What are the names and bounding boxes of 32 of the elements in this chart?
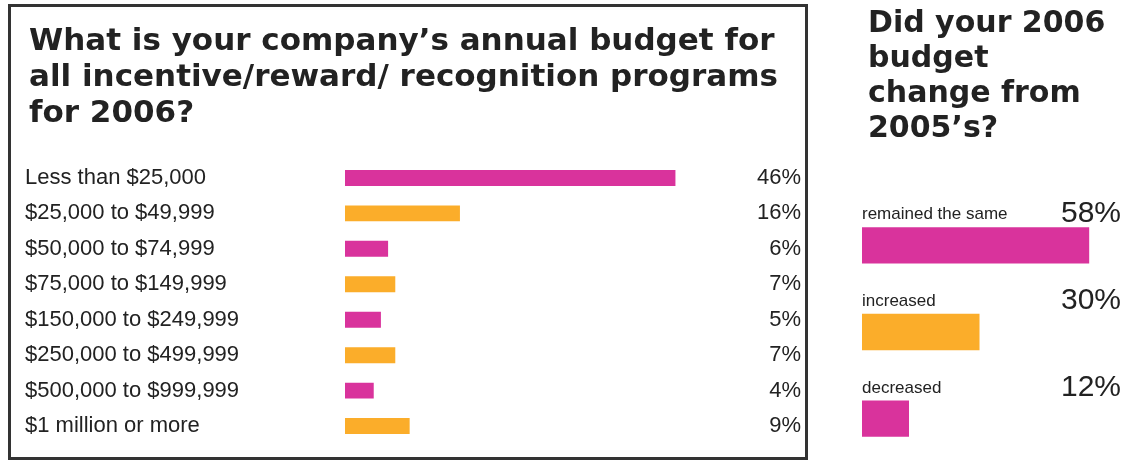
data-label: 9% bbox=[769, 412, 801, 438]
bar bbox=[345, 169, 676, 186]
y-tick-label: decreased bbox=[862, 377, 942, 397]
data-label: 16% bbox=[756, 199, 801, 225]
y-tick-label: $25,000 to $49,999 bbox=[25, 199, 215, 225]
y-tick-label: $1 million or more bbox=[25, 412, 200, 438]
bar bbox=[345, 205, 460, 222]
bar bbox=[345, 240, 389, 257]
data-label: 6% bbox=[769, 234, 801, 260]
chart-title: Did your 2006 budget change from 2005’s? bbox=[867, 3, 1107, 144]
data-label: 30% bbox=[1060, 282, 1121, 316]
data-label: 46% bbox=[756, 163, 801, 189]
bar bbox=[345, 382, 374, 399]
y-tick-label: $250,000 to $499,999 bbox=[25, 341, 240, 367]
y-tick-label: Less than $25,000 bbox=[25, 163, 207, 189]
data-label: 12% bbox=[1060, 368, 1121, 402]
y-tick-label: increased bbox=[862, 290, 936, 310]
data-label: 58% bbox=[1060, 195, 1121, 229]
data-label: 7% bbox=[769, 270, 801, 296]
chart-title: What is your company’s annual budget for all incentive/reward/ recognition programs for 2006? bbox=[28, 20, 779, 129]
y-tick-label: $500,000 to $999,999 bbox=[25, 376, 240, 402]
y-tick-label: remained the same bbox=[862, 204, 1008, 224]
bar bbox=[345, 311, 381, 328]
data-label: 5% bbox=[769, 305, 801, 331]
bar bbox=[345, 347, 396, 364]
data-label: 7% bbox=[769, 341, 801, 367]
y-tick-label: $50,000 to $74,999 bbox=[25, 234, 215, 260]
bar bbox=[345, 418, 410, 435]
y-tick-label: $75,000 to $149,999 bbox=[25, 270, 227, 296]
bar bbox=[345, 276, 396, 293]
y-tick-label: $150,000 to $249,999 bbox=[25, 305, 240, 331]
data-label: 4% bbox=[769, 376, 801, 402]
